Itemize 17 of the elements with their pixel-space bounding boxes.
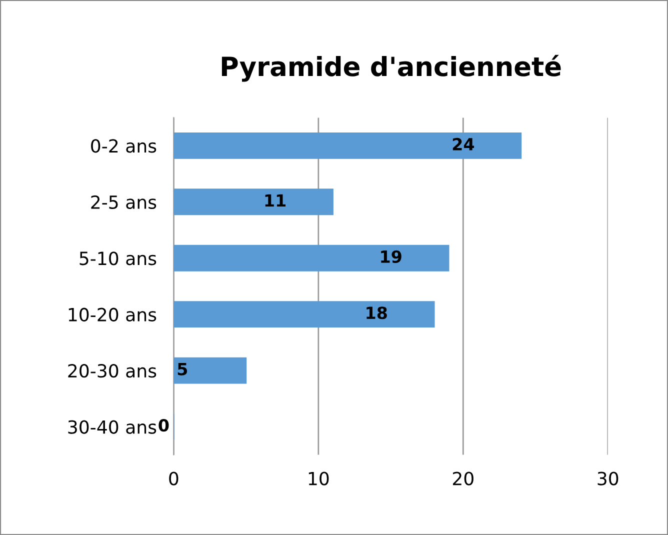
y-tick-label: 0-2 ans <box>91 139 156 153</box>
y-tick-label: 2-5 ans <box>91 195 156 210</box>
y-tick-label: 10-20 ans <box>68 308 156 322</box>
x-tick-label: 0 <box>169 472 178 486</box>
data-label: 0 <box>158 419 169 432</box>
data-label: 19 <box>381 250 402 263</box>
x-tick-label: 20 <box>452 472 474 486</box>
data-label: 24 <box>452 138 474 150</box>
x-tick-label: 10 <box>308 472 329 486</box>
y-tick-label: 5-10 ans <box>80 252 156 266</box>
y-tick-label: 20-30 ans <box>68 364 156 378</box>
y-tick-label: 30-40 ans <box>68 420 156 434</box>
data-label: 5 <box>178 363 188 376</box>
chart-title: Pyramide d'ancienneté <box>222 54 561 82</box>
x-tick-label: 30 <box>598 472 618 486</box>
data-label: 18 <box>366 306 387 320</box>
data-label: 11 <box>265 194 286 206</box>
